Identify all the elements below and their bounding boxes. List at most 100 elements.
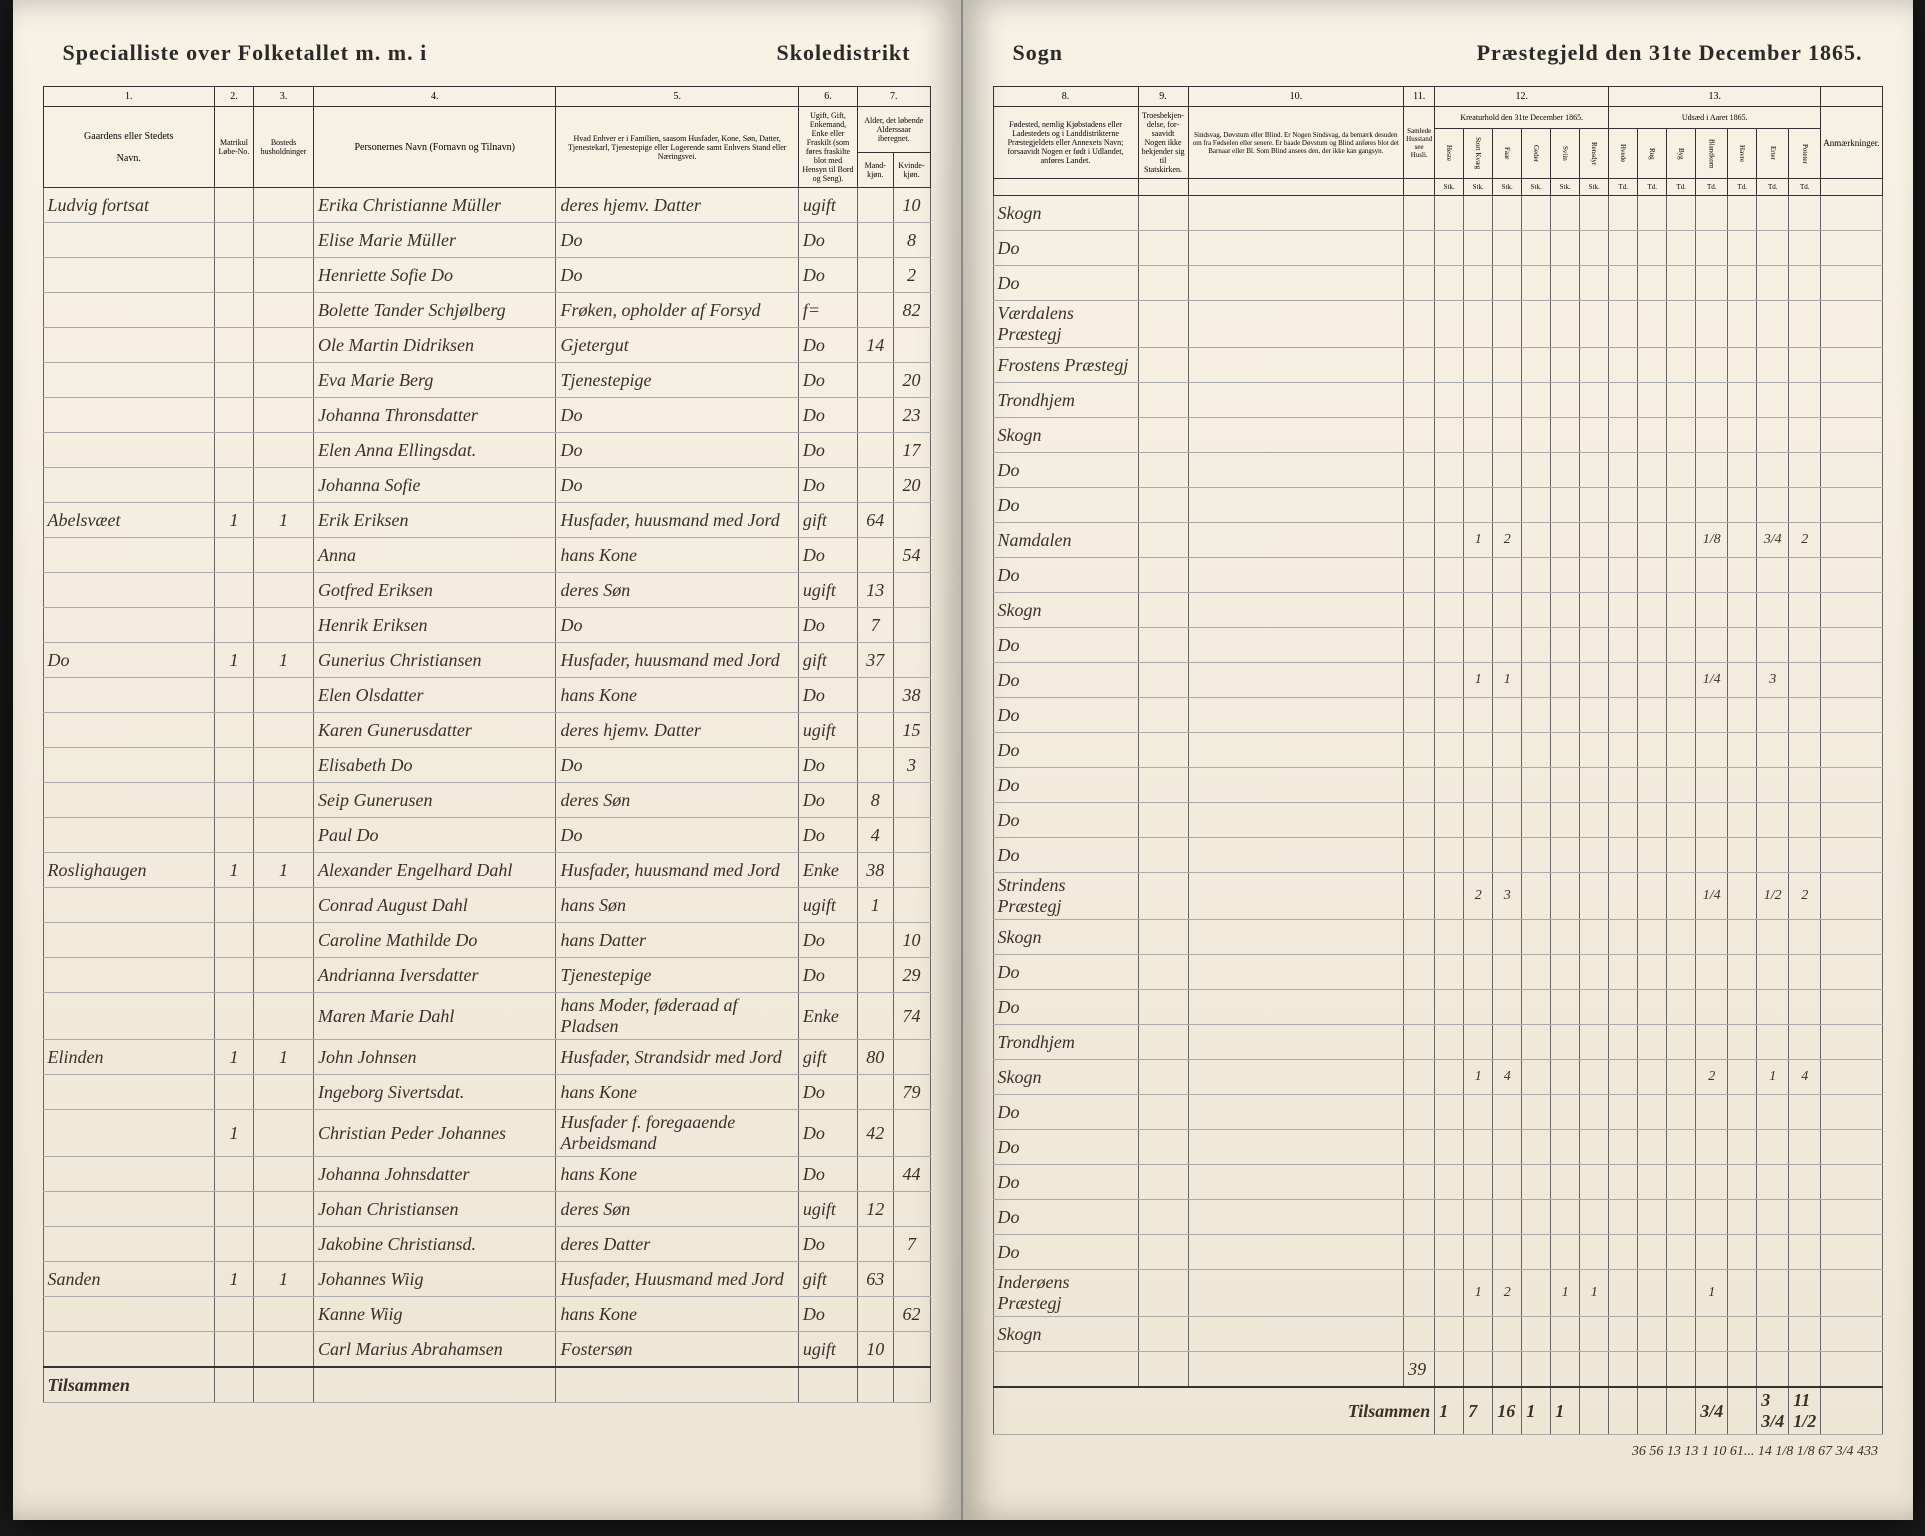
- cell-ls-f: [1493, 698, 1522, 733]
- cell-ls-er: [1757, 418, 1789, 453]
- cell-anm: [1821, 1130, 1882, 1165]
- cell-h: [254, 1227, 314, 1262]
- cell-h: [254, 1192, 314, 1227]
- col12-num: 12.: [1435, 87, 1609, 107]
- table-row: Sanden11Johannes WiigHusfader, Huusmand …: [43, 1262, 930, 1297]
- cell-m: [214, 818, 253, 853]
- cell-ls-hv: [1609, 1235, 1638, 1270]
- cell-ls-bl: [1696, 1130, 1728, 1165]
- cell-ls-po: [1789, 593, 1821, 628]
- cell-rel: Do: [556, 398, 798, 433]
- cell-age_m: 38: [858, 853, 893, 888]
- cell-blank: [1188, 348, 1404, 383]
- cell-ls-sk: [1464, 1165, 1493, 1200]
- cell-name: Jakobine Christiansd.: [314, 1227, 556, 1262]
- table-row: Johanna ThronsdatterDoDo23: [43, 398, 930, 433]
- cell-ls-h: [1435, 348, 1464, 383]
- cell-ls-sk: [1464, 348, 1493, 383]
- left-thead: 1. 2. 3. 4. 5. 6. 7. Gaardens eller Sted…: [43, 87, 930, 188]
- cell-ls-f: 2: [1493, 523, 1522, 558]
- cell-rel: hans Datter: [556, 923, 798, 958]
- cell-ls-sv: [1551, 698, 1580, 733]
- cell-ls-r: [1580, 418, 1609, 453]
- cell-ls-r: [1580, 920, 1609, 955]
- col1-label: Gaardens eller StedetsNavn.: [43, 107, 214, 188]
- cell-age_m: [858, 1227, 893, 1262]
- cell-blank: [1138, 1095, 1188, 1130]
- cell-m: [214, 573, 253, 608]
- cell-ls-ru: [1638, 698, 1667, 733]
- table-row: 39: [993, 1352, 1882, 1388]
- cell-ls-hv: [1609, 733, 1638, 768]
- cell-ls-r: [1580, 1060, 1609, 1095]
- cell-blank: [1188, 873, 1404, 920]
- table-row: Do: [993, 266, 1882, 301]
- cell-ls-er: [1757, 558, 1789, 593]
- cell-blank: [1188, 488, 1404, 523]
- cell-ls-h: [1435, 453, 1464, 488]
- cell-age_m: 80: [858, 1040, 893, 1075]
- cell-ls-hv: [1609, 523, 1638, 558]
- cell-ls-r: [1580, 803, 1609, 838]
- cell-ls-er: [1757, 1235, 1789, 1270]
- grand-totals: 36 56 13 13 1 10 61... 14 1/8 1/8 67 3/4…: [993, 1435, 1882, 1470]
- total-12: 11 1/2: [1789, 1387, 1821, 1435]
- cell-ls-sk: [1464, 698, 1493, 733]
- cell-birthplace: Frostens Præstegj: [993, 348, 1138, 383]
- cell-place: Ludvig fortsat: [43, 188, 214, 223]
- cell-stat: Do: [798, 538, 857, 573]
- cell-ls-by: [1667, 628, 1696, 663]
- cell-ls-by: [1667, 698, 1696, 733]
- cell-age_k: 2: [893, 258, 930, 293]
- cell-age_k: [893, 328, 930, 363]
- cell-ls-bl: [1696, 1095, 1728, 1130]
- cell-place: [43, 398, 214, 433]
- cell-anm: [1821, 1270, 1882, 1317]
- col13-label: Udsæd i Aaret 1865.: [1609, 107, 1821, 129]
- cell-ls-hv: [1609, 231, 1638, 266]
- cell-ls-bl: [1696, 301, 1728, 348]
- cell-blank: [1138, 523, 1188, 558]
- cell-ls-f: [1493, 1352, 1522, 1388]
- cell-name: Andrianna Iversdatter: [314, 958, 556, 993]
- cell-ls-g: [1522, 1200, 1551, 1235]
- table-row: Kanne Wiighans KoneDo62: [43, 1297, 930, 1332]
- cell-ls-r: [1580, 955, 1609, 990]
- cell-ls-sk: [1464, 453, 1493, 488]
- table-row: Maren Marie Dahlhans Moder, føderaad af …: [43, 993, 930, 1040]
- cell-ls-sv: [1551, 663, 1580, 698]
- cell-ls-po: 4: [1789, 1060, 1821, 1095]
- cell-age_k: 10: [893, 923, 930, 958]
- cell-ls-sv: [1551, 1095, 1580, 1130]
- cell-ls-h: [1435, 1025, 1464, 1060]
- cell-ls-sk: [1464, 920, 1493, 955]
- cell-birthplace: Do: [993, 838, 1138, 873]
- table-row: Trondhjem: [993, 1025, 1882, 1060]
- cell-ls-sv: [1551, 1060, 1580, 1095]
- cell-blank: [1138, 348, 1188, 383]
- cell-age_m: [858, 1075, 893, 1110]
- cell-ls-g: [1522, 523, 1551, 558]
- cell-ls-f: [1493, 231, 1522, 266]
- cell-ls-ha: [1728, 733, 1757, 768]
- cell-age_m: [858, 993, 893, 1040]
- cell-name: Elen Anna Ellingsdat.: [314, 433, 556, 468]
- right-header: Sogn Præstegjeld den 31te December 1865.: [993, 40, 1883, 66]
- cell-ls-ru: [1638, 873, 1667, 920]
- cell-ls-r: [1580, 1165, 1609, 1200]
- cell-anm: [1821, 593, 1882, 628]
- cell-ls-h: [1435, 990, 1464, 1025]
- cell-ls-er: [1757, 803, 1789, 838]
- table-row: Inderøens Præstegj12111: [993, 1270, 1882, 1317]
- cell-h: [254, 958, 314, 993]
- cell-ls-bl: [1696, 955, 1728, 990]
- cell-h: [254, 258, 314, 293]
- cell-anm: [1821, 418, 1882, 453]
- cell-blank: [1138, 873, 1188, 920]
- cell-ls-ha: [1728, 1130, 1757, 1165]
- cell-ls-g: [1522, 1165, 1551, 1200]
- cell-m: [214, 258, 253, 293]
- cell-age_m: [858, 1157, 893, 1192]
- cell-h: [254, 818, 314, 853]
- cell-anm: [1821, 803, 1882, 838]
